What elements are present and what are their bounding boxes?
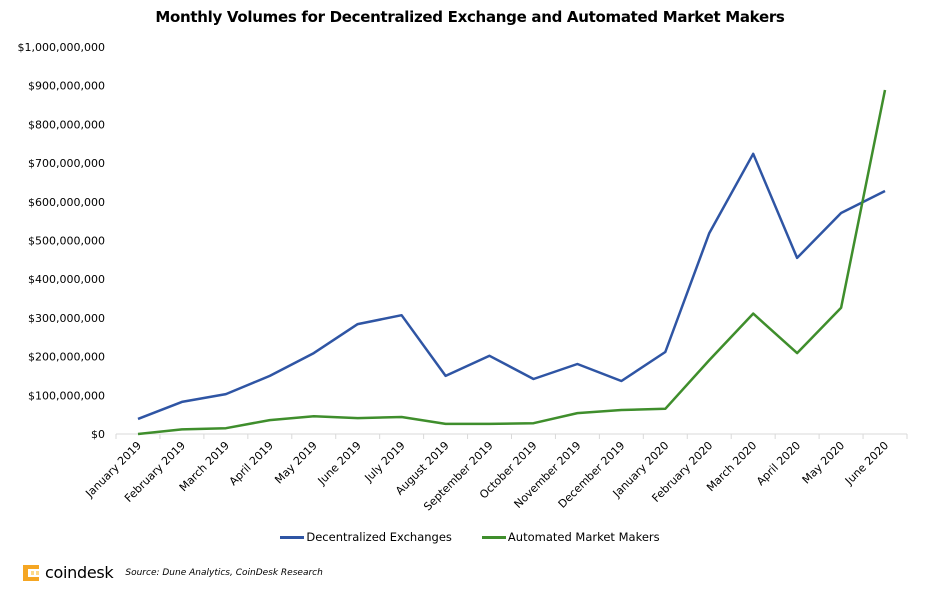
y-tick-label: $600,000,000 [28, 196, 105, 209]
y-tick-label: $800,000,000 [28, 118, 105, 131]
legend-item-automated-market-makers: Automated Market Makers [481, 530, 660, 544]
logo-text: coindesk [45, 563, 114, 582]
line-chart: $0 $100,000,000 $200,000,000 $300,000,000 $4… [18, 41, 908, 513]
legend-label: Decentralized Exchanges [306, 530, 452, 544]
series-line-decentralized-exchanges [137, 152, 886, 421]
y-tick-label: $200,000,000 [28, 351, 105, 364]
x-tick-label: June 2019 [315, 439, 364, 488]
x-tick-label: June 2020 [842, 439, 891, 488]
source-note: Source: Dune Analytics, CoinDesk Researc… [125, 567, 323, 578]
series-lines [137, 89, 887, 436]
footer: coindesk Source: Dune Analytics, CoinDes… [22, 563, 323, 582]
legend-swatch-decentralized-exchanges [280, 535, 305, 539]
x-tick-label: July 2019 [362, 439, 408, 485]
coindesk-logo-icon [23, 564, 39, 581]
series-line-automated-market-makers [137, 89, 887, 436]
coindesk-logo: coindesk [22, 563, 114, 582]
y-tick-label: $300,000,000 [28, 312, 105, 325]
y-tick-label: $1,000,000,000 [18, 41, 105, 54]
legend: Decentralized Exchanges Automated Market… [0, 530, 940, 544]
x-tick-label: May 2019 [272, 439, 320, 487]
x-tick-label: April 2019 [227, 439, 276, 488]
x-tick-label: April 2020 [754, 439, 803, 488]
y-tick-label: $100,000,000 [28, 389, 105, 402]
y-tick-label: $0 [91, 428, 105, 441]
y-axis-ticks: $0 $100,000,000 $200,000,000 $300,000,000 $4… [18, 41, 105, 441]
y-tick-label: $400,000,000 [28, 273, 105, 286]
x-axis [115, 433, 908, 439]
y-tick-label: $900,000,000 [28, 80, 105, 93]
legend-swatch-automated-market-makers [481, 535, 506, 539]
y-tick-label: $500,000,000 [28, 235, 105, 248]
y-tick-label: $700,000,000 [28, 157, 105, 170]
legend-label: Automated Market Makers [507, 530, 660, 544]
legend-item-decentralized-exchanges: Decentralized Exchanges [280, 530, 452, 544]
chart-title: Monthly Volumes for Decentralized Exchan… [155, 8, 785, 26]
x-tick-label: May 2020 [800, 439, 848, 487]
